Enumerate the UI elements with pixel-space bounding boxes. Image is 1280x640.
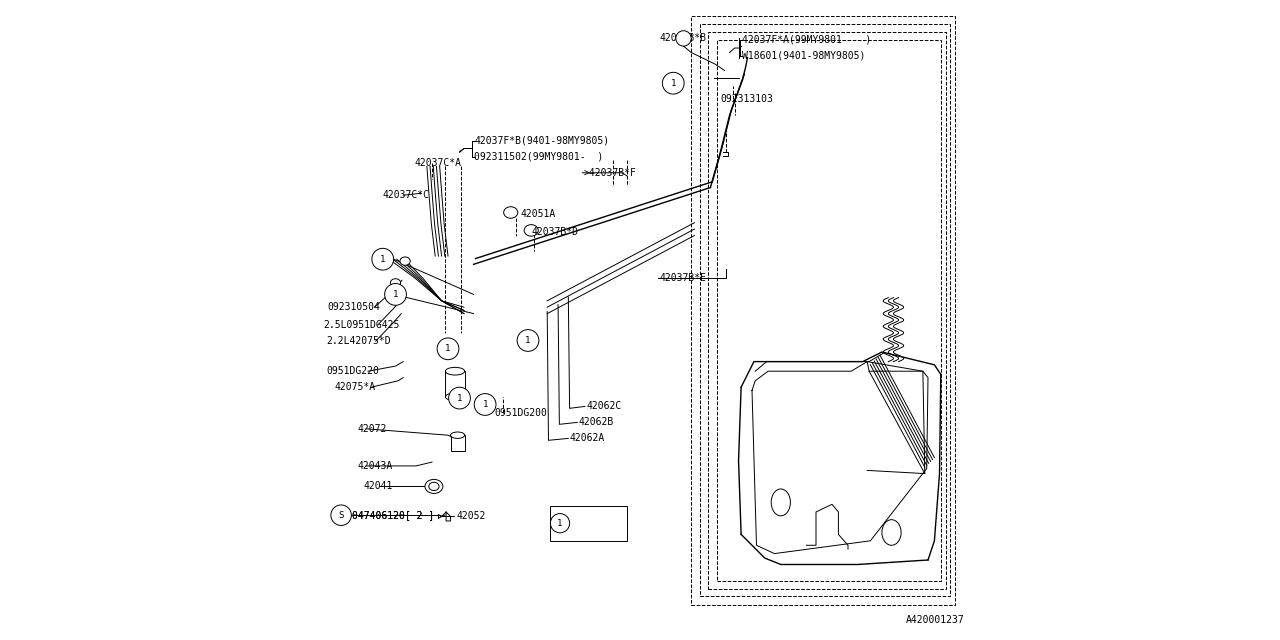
Text: 1: 1 xyxy=(525,336,531,345)
Text: 42072: 42072 xyxy=(357,424,387,434)
Text: 42051A: 42051A xyxy=(520,209,556,220)
Text: 0951DG220: 0951DG220 xyxy=(326,366,379,376)
Text: 1: 1 xyxy=(380,255,385,264)
Text: 42037C*C: 42037C*C xyxy=(383,190,430,200)
Text: >42037B*F: >42037B*F xyxy=(584,168,636,178)
Circle shape xyxy=(330,505,352,525)
Circle shape xyxy=(475,394,497,415)
Ellipse shape xyxy=(445,393,465,401)
Text: 42062B: 42062B xyxy=(579,417,614,428)
Text: 2.2L42075*D: 2.2L42075*D xyxy=(326,336,390,346)
Text: 092313103: 092313103 xyxy=(719,94,773,104)
Circle shape xyxy=(517,330,539,351)
Circle shape xyxy=(448,387,471,409)
Text: 42037B*E: 42037B*E xyxy=(659,273,707,284)
Circle shape xyxy=(436,338,460,360)
Text: 0951DG200: 0951DG200 xyxy=(494,408,547,418)
Text: 1: 1 xyxy=(671,79,676,88)
Text: S: S xyxy=(338,511,344,520)
FancyBboxPatch shape xyxy=(445,371,465,397)
Text: 42062A: 42062A xyxy=(570,433,605,444)
Ellipse shape xyxy=(445,367,465,375)
Text: 092310504: 092310504 xyxy=(328,302,380,312)
Text: 2.5L0951DG425: 2.5L0951DG425 xyxy=(323,320,399,330)
Text: 1: 1 xyxy=(457,394,462,403)
Ellipse shape xyxy=(451,432,465,438)
Text: 42052: 42052 xyxy=(457,511,485,522)
Circle shape xyxy=(663,72,684,94)
Ellipse shape xyxy=(399,257,410,266)
Text: 42043A: 42043A xyxy=(357,461,393,471)
Text: 42075*A: 42075*A xyxy=(335,382,376,392)
Text: 42037C*A: 42037C*A xyxy=(415,158,462,168)
Ellipse shape xyxy=(390,279,401,287)
Text: 42037B*D: 42037B*D xyxy=(531,227,579,237)
Text: 42037C*B: 42037C*B xyxy=(573,518,621,528)
Text: 42041: 42041 xyxy=(364,481,393,492)
Text: 1: 1 xyxy=(393,290,398,299)
Ellipse shape xyxy=(425,479,443,493)
Text: 047406120[ 2 ]: 047406120[ 2 ] xyxy=(352,510,434,520)
Text: 1: 1 xyxy=(445,344,451,353)
Text: 047406120[ 2 ]: 047406120[ 2 ] xyxy=(352,510,434,520)
Text: 42037F*A(99MY9801-   ): 42037F*A(99MY9801- ) xyxy=(742,35,872,45)
Text: W18601(9401-98MY9805): W18601(9401-98MY9805) xyxy=(742,51,865,61)
Text: 42062C: 42062C xyxy=(586,401,622,412)
Text: 1: 1 xyxy=(557,518,563,528)
Text: 42037F*B(9401-98MY9805): 42037F*B(9401-98MY9805) xyxy=(475,136,609,146)
Ellipse shape xyxy=(525,225,539,236)
FancyBboxPatch shape xyxy=(451,435,465,451)
Circle shape xyxy=(676,31,691,46)
Circle shape xyxy=(384,284,407,305)
Circle shape xyxy=(372,248,394,270)
Text: 092311502(99MY9801-  ): 092311502(99MY9801- ) xyxy=(475,152,603,162)
FancyBboxPatch shape xyxy=(550,506,627,541)
Circle shape xyxy=(550,513,570,532)
Text: 42051B*B: 42051B*B xyxy=(659,33,707,44)
Ellipse shape xyxy=(504,207,517,218)
Text: A420001237: A420001237 xyxy=(906,614,964,625)
Text: 1: 1 xyxy=(483,400,488,409)
